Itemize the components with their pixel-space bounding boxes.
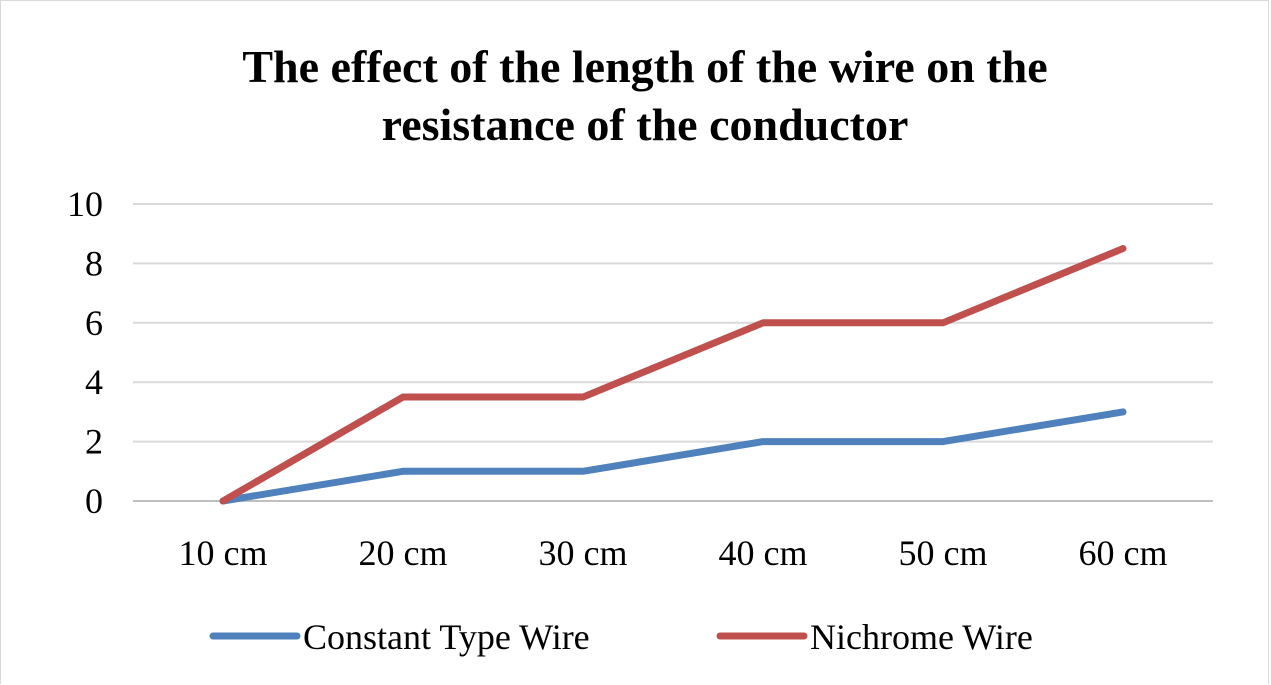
series-line-constant-type-wire <box>219 408 1127 505</box>
x-tick-label: 20 cm <box>359 533 448 573</box>
chart-title-line-1: The effect of the length of the wire on … <box>242 41 1048 92</box>
gridlines <box>133 203 1213 502</box>
series-line-nichrome-wire <box>219 245 1127 505</box>
y-tick-label-10: 10 <box>67 184 103 224</box>
x-tick-label: 50 cm <box>899 533 988 573</box>
legend-label: Constant Type Wire <box>303 617 590 657</box>
chart-title-line-2: resistance of the conductor <box>381 99 909 150</box>
x-tick-label: 10 cm <box>179 533 268 573</box>
series-lines <box>219 245 1127 505</box>
y-tick-label-4: 4 <box>85 362 103 402</box>
y-tick-label-0: 0 <box>85 481 103 521</box>
y-axis-ticks: 0 2 4 6 8 10 <box>67 184 103 521</box>
x-axis-ticks: 10 cm 20 cm 30 cm 40 cm 50 cm 60 cm <box>179 533 1168 573</box>
x-tick-label: 60 cm <box>1079 533 1168 573</box>
y-tick-label-2: 2 <box>85 422 103 462</box>
legend-label: Nichrome Wire <box>810 617 1033 657</box>
chart-title: The effect of the length of the wire on … <box>0 38 1271 154</box>
x-tick-label: 30 cm <box>539 533 628 573</box>
y-tick-label-6: 6 <box>85 303 103 343</box>
legend: Constant Type Wire Nichrome Wire <box>209 617 1033 657</box>
x-tick-label: 40 cm <box>719 533 808 573</box>
y-tick-label-8: 8 <box>85 243 103 283</box>
